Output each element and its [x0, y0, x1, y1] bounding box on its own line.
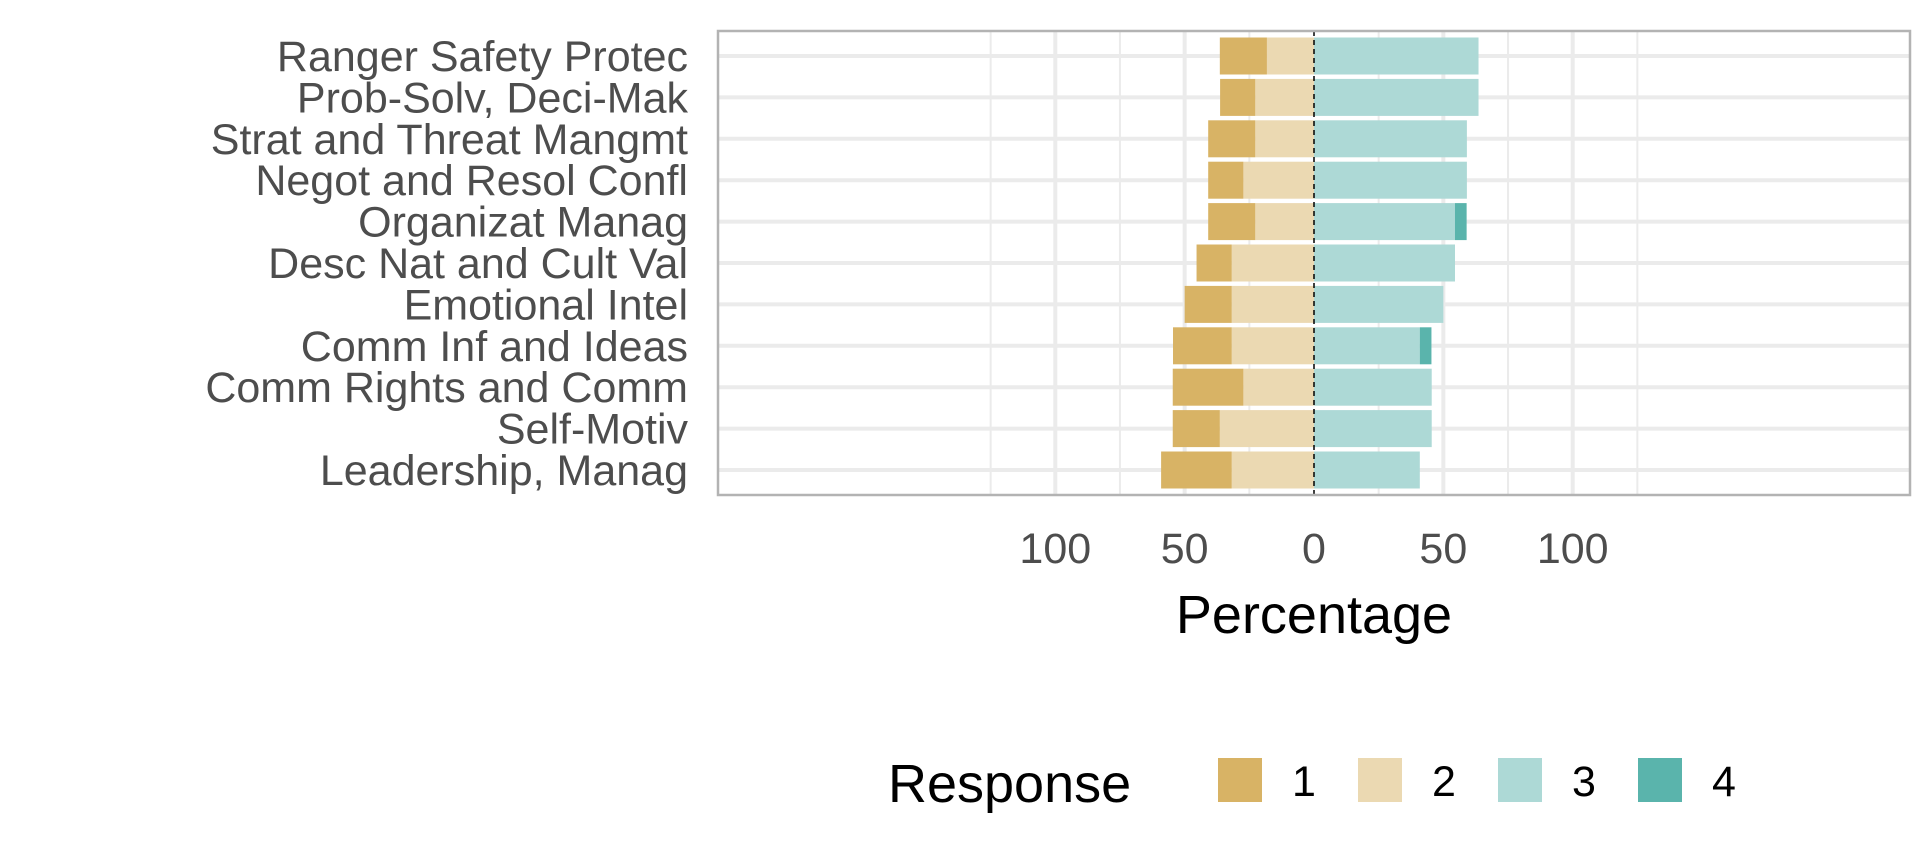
bar-response-1 [1220, 78, 1256, 116]
bar-response-2 [1231, 327, 1314, 365]
bar-response-1 [1208, 203, 1256, 241]
bar-response-1 [1172, 368, 1244, 406]
bar-response-3 [1314, 244, 1455, 282]
bar-response-3 [1314, 327, 1420, 365]
category-label: Desc Nat and Cult Val [268, 240, 688, 288]
x-axis-title: Percentage [1176, 585, 1452, 645]
bar-response-2 [1255, 78, 1314, 116]
bar-response-1 [1196, 244, 1232, 282]
legend-key-3 [1498, 758, 1542, 802]
category-label: Strat and Threat Mangmt [211, 116, 688, 164]
bar-response-2 [1231, 285, 1314, 323]
bar-response-2 [1231, 451, 1314, 489]
category-label: Emotional Intel [404, 281, 688, 329]
legend-label-4: 4 [1712, 758, 1736, 806]
bar-response-3 [1314, 37, 1479, 75]
x-tick-label: 50 [1419, 525, 1467, 573]
bar-response-1 [1208, 120, 1256, 158]
bar-response-2 [1219, 410, 1314, 448]
bar-response-2 [1266, 37, 1314, 75]
bar-response-2 [1243, 368, 1314, 406]
x-tick-label: 50 [1161, 525, 1209, 573]
legend-key-2 [1358, 758, 1402, 802]
bar-response-4 [1454, 203, 1467, 241]
bar-response-3 [1314, 78, 1479, 116]
x-tick-labels: 100 50 0 50 100 [1019, 525, 1608, 573]
category-label: Negot and Resol Confl [255, 157, 688, 205]
bar-response-2 [1231, 244, 1314, 282]
bar-response-3 [1314, 203, 1455, 241]
bar-response-1 [1219, 37, 1267, 75]
legend-title: Response [888, 754, 1131, 814]
bar-response-1 [1184, 285, 1232, 323]
bar-response-3 [1314, 368, 1432, 406]
category-label: Self-Motiv [497, 406, 689, 454]
bar-response-4 [1419, 327, 1432, 365]
plot-border [716, 29, 1912, 497]
x-tick-label: 100 [1537, 525, 1609, 573]
bar-response-2 [1255, 203, 1314, 241]
legend-label-2: 2 [1432, 758, 1456, 806]
category-label: Ranger Safety Protec [277, 33, 688, 81]
legend-label-1: 1 [1292, 758, 1316, 806]
bar-response-1 [1208, 161, 1244, 199]
bar-response-3 [1314, 285, 1444, 323]
category-label: Organizat Manag [358, 199, 688, 247]
bar-response-2 [1243, 161, 1314, 199]
category-label: Comm Inf and Ideas [301, 323, 688, 371]
x-tick-label: 0 [1302, 525, 1326, 573]
category-label: Comm Rights and Comm [205, 364, 688, 412]
legend-label-3: 3 [1572, 758, 1596, 806]
x-tick-label: 100 [1019, 525, 1091, 573]
bar-response-3 [1314, 161, 1467, 199]
legend: Response 1 2 3 4 [888, 754, 1736, 814]
bar-response-3 [1314, 451, 1420, 489]
bar-response-1 [1172, 410, 1220, 448]
bar-response-1 [1173, 327, 1232, 365]
legend-key-1 [1218, 758, 1262, 802]
legend-key-4 [1638, 758, 1682, 802]
category-label: Leadership, Manag [320, 447, 688, 495]
category-label: Prob-Solv, Deci-Mak [297, 74, 689, 122]
bar-response-3 [1314, 410, 1432, 448]
bars [1161, 37, 1479, 489]
bar-response-2 [1255, 120, 1314, 158]
bar-response-3 [1314, 120, 1467, 158]
bar-response-1 [1161, 451, 1232, 489]
